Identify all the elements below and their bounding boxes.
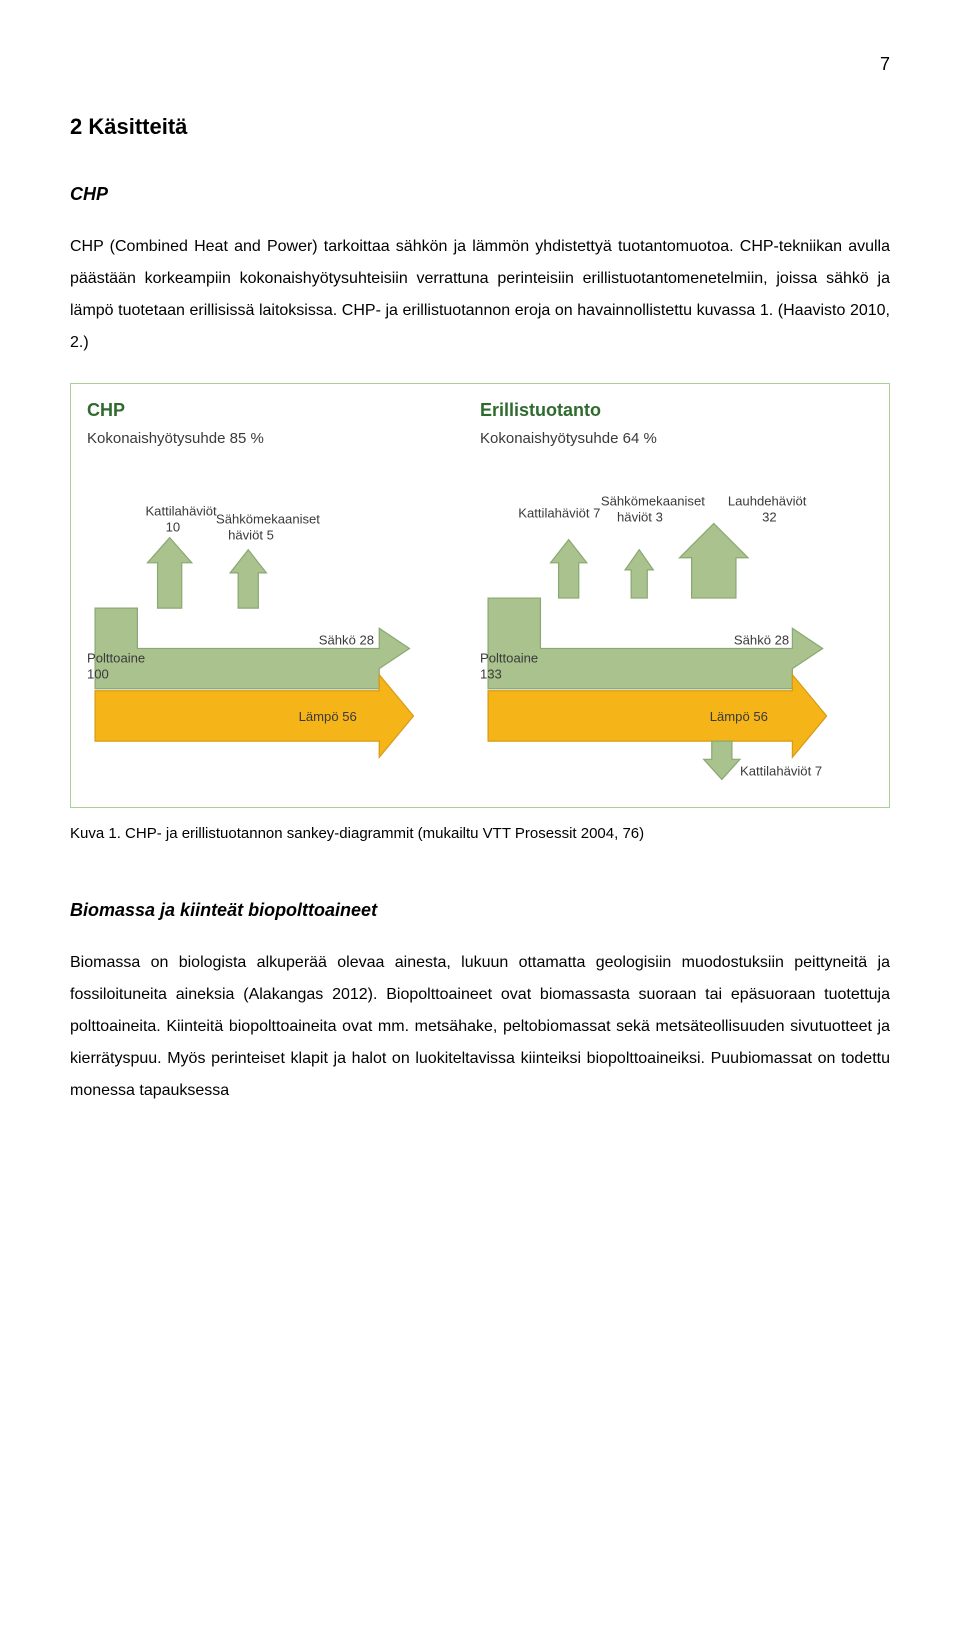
eri-loss4-label: Kattilahäviöt 7 [740, 763, 822, 778]
chp-loss1-arrow [147, 537, 191, 608]
chp-loss1-label: Kattilahäviöt [145, 503, 217, 518]
eri-fuel-val: 133 [480, 666, 502, 681]
chp-heat-label: Lämpö 56 [299, 709, 357, 724]
chp-loss1-val: 10 [166, 519, 181, 534]
eri-loss2-label: Sähkömekaaniset [601, 493, 705, 508]
figure-col-chp: CHP Kokonaishyötysuhde 85 % [87, 396, 480, 451]
eri-heat-label: Lämpö 56 [710, 709, 768, 724]
chp-loss2-label: Sähkömekaaniset [216, 511, 320, 526]
eri-loss2-arrow [625, 549, 653, 597]
eri-fuel-label: Polttoaine [480, 650, 538, 665]
biomass-heading: Biomassa ja kiinteät biopolttoaineet [70, 896, 890, 925]
paragraph-2: Biomassa on biologista alkuperää olevaa … [70, 947, 890, 1107]
section-heading: 2 Käsitteitä [70, 109, 890, 144]
chp-elec-label: Sähkö 28 [319, 632, 374, 647]
eri-title: Erillistuotanto [480, 396, 873, 425]
chp-fuel-val: 100 [87, 666, 109, 681]
eri-loss3-label: Lauhdehäviöt [728, 493, 807, 508]
chp-subtitle: Kokonaishyötysuhde 85 % [87, 427, 480, 451]
eri-loss1-arrow [551, 539, 587, 597]
chp-main-trunk [95, 608, 409, 689]
eri-loss1-label: Kattilahäviöt 7 [518, 505, 600, 520]
chp-subheading: CHP [70, 180, 890, 209]
chp-loss2-sub: häviöt 5 [228, 527, 274, 542]
chp-title: CHP [87, 396, 480, 425]
figure-col-eri: Erillistuotanto Kokonaishyötysuhde 64 % [480, 396, 873, 451]
figure-box: CHP Kokonaishyötysuhde 85 % Erillistuota… [70, 383, 890, 808]
eri-loss2-sub: häviöt 3 [617, 509, 663, 524]
chp-fuel-label: Polttoaine [87, 650, 145, 665]
eri-loss3-val: 32 [762, 509, 777, 524]
sankey-diagram: Kattilahäviöt 10 Sähkömekaaniset häviöt … [87, 457, 873, 790]
eri-loss4-arrow [704, 741, 740, 779]
figure-headings: CHP Kokonaishyötysuhde 85 % Erillistuota… [87, 396, 873, 451]
eri-loss3-arrow [680, 523, 749, 598]
eri-elec-label: Sähkö 28 [734, 632, 789, 647]
eri-subtitle: Kokonaishyötysuhde 64 % [480, 427, 873, 451]
figure-caption: Kuva 1. CHP- ja erillistuotannon sankey-… [70, 822, 890, 846]
chp-loss2-arrow [230, 549, 266, 607]
paragraph-1: CHP (Combined Heat and Power) tarkoittaa… [70, 231, 890, 359]
page-number: 7 [70, 50, 890, 79]
